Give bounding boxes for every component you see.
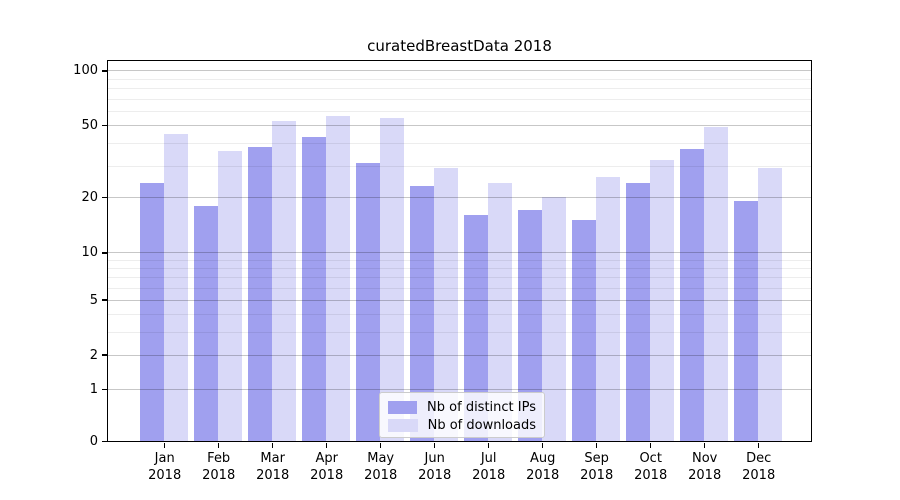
y-tick: [101, 441, 107, 443]
y-tick-label: 10: [81, 245, 98, 261]
bar-downloads-aug: [542, 197, 566, 442]
bar-distinct-ips-oct: [626, 182, 651, 442]
x-tick-label-feb: Feb 2018: [202, 451, 236, 483]
bar-downloads-may: [380, 117, 404, 442]
bar-distinct-ips-apr: [302, 137, 327, 442]
y-tick: [101, 252, 107, 254]
x-tick: [758, 443, 760, 448]
x-tick: [704, 443, 706, 448]
x-tick-label-jun: Jun 2018: [418, 451, 452, 483]
bar-downloads-feb: [218, 151, 242, 442]
x-tick: [596, 443, 598, 448]
y-tick-label: 1: [89, 381, 98, 397]
y-tick-label: 20: [81, 190, 98, 205]
x-tick-label-mar: Mar 2018: [256, 451, 290, 483]
x-tick-label-nov: Nov 2018: [688, 451, 722, 483]
x-tick: [272, 443, 274, 448]
y-tick-label: 2: [89, 347, 98, 363]
legend-label-downloads: Nb of downloads: [427, 417, 536, 433]
y-tick-label: 50: [81, 118, 98, 134]
bar-distinct-ips-jun: [410, 186, 435, 442]
minor-gridline: [107, 268, 811, 269]
major-gridline: [107, 388, 811, 390]
bar-distinct-ips-feb: [194, 205, 219, 442]
minor-gridline: [107, 165, 811, 167]
legend-item-distinct-ips: Nb of distinct IPs: [388, 399, 536, 415]
bar-distinct-ips-mar: [248, 146, 273, 442]
minor-gridline: [107, 88, 811, 90]
bar-distinct-ips-nov: [680, 149, 705, 442]
bar-distinct-ips-sep: [572, 220, 597, 442]
bar-distinct-ips-may: [356, 162, 381, 442]
x-tick-label-dec: Dec 2018: [742, 451, 776, 483]
y-tick: [101, 70, 107, 72]
major-gridline: [107, 125, 811, 127]
bar-distinct-ips-jul: [464, 215, 489, 442]
minor-gridline: [107, 331, 811, 333]
legend-label-distinct-ips: Nb of distinct IPs: [427, 399, 536, 415]
y-tick: [101, 299, 107, 301]
legend-swatch-downloads: [388, 418, 418, 432]
x-tick: [650, 443, 652, 448]
major-gridline: [107, 70, 811, 72]
x-tick: [488, 443, 490, 448]
legend-item-downloads: Nb of downloads: [388, 417, 536, 433]
minor-gridline: [107, 78, 811, 80]
major-gridline: [107, 197, 811, 198]
y-tick: [101, 125, 107, 127]
major-gridline: [107, 299, 811, 301]
minor-gridline: [107, 277, 811, 279]
x-tick-label-aug: Aug 2018: [526, 451, 560, 483]
bar-downloads-nov: [704, 126, 728, 442]
bar-distinct-ips-jan: [140, 182, 165, 442]
y-tick-label: 5: [89, 292, 98, 308]
x-tick-label-jan: Jan 2018: [148, 451, 182, 483]
bar-downloads-jul: [488, 182, 512, 442]
y-tick: [101, 196, 107, 199]
minor-gridline: [107, 259, 811, 261]
x-tick-label-may: May 2018: [364, 451, 398, 483]
x-tick-label-sep: Sep 2018: [580, 451, 614, 483]
bar-downloads-oct: [650, 160, 674, 442]
plot-area: [106, 59, 812, 442]
bar-downloads-jun: [434, 168, 458, 442]
bar-downloads-jan: [164, 133, 188, 442]
x-tick: [542, 443, 544, 448]
minor-gridline: [107, 287, 811, 289]
x-tick-label-oct: Oct 2018: [634, 451, 668, 483]
x-tick: [434, 443, 436, 448]
y-tick-label: 0: [89, 434, 98, 450]
y-tick: [101, 354, 107, 356]
y-tick-label: 100: [73, 63, 98, 79]
bar-distinct-ips-dec: [734, 201, 759, 442]
bar-downloads-apr: [326, 116, 350, 442]
minor-gridline: [107, 98, 811, 100]
bar-downloads-dec: [758, 168, 782, 442]
x-tick: [380, 443, 382, 448]
minor-gridline: [107, 110, 811, 112]
bar-distinct-ips-aug: [518, 210, 543, 442]
x-tick: [218, 443, 220, 448]
bar-downloads-sep: [596, 176, 620, 442]
x-tick: [164, 443, 166, 448]
x-tick: [326, 443, 328, 448]
minor-gridline: [107, 142, 811, 144]
major-gridline: [107, 252, 811, 254]
legend-swatch-distinct-ips: [388, 400, 418, 414]
x-tick-label-apr: Apr 2018: [310, 451, 344, 483]
chart-title: curatedBreastData 2018: [367, 37, 552, 55]
y-tick: [101, 388, 107, 390]
legend: Nb of distinct IPs Nb of downloads: [379, 392, 545, 438]
bar-downloads-mar: [272, 120, 296, 442]
major-gridline: [107, 354, 811, 356]
x-tick-label-jul: Jul 2018: [472, 451, 506, 483]
minor-gridline: [107, 314, 811, 315]
